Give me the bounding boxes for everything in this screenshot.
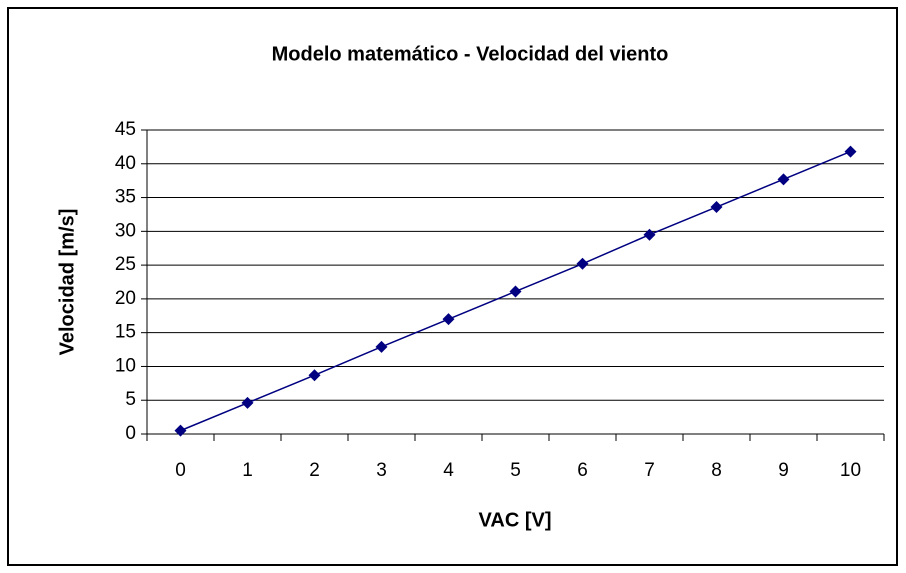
x-tick-label: 1: [242, 460, 253, 481]
y-tick-label: 15: [115, 322, 136, 343]
data-marker: [777, 173, 790, 186]
data-marker: [241, 396, 254, 409]
data-marker: [576, 257, 589, 270]
x-tick-label: 7: [644, 460, 655, 481]
y-axis-label: Velocidad [m/s]: [56, 209, 78, 356]
x-tick-label: 2: [309, 460, 320, 481]
x-tick-label: 9: [778, 460, 789, 481]
y-tick-label: 35: [115, 187, 136, 208]
x-tick-label: 4: [443, 460, 454, 481]
y-tick-label: 30: [115, 220, 136, 241]
x-tick-label: 5: [510, 460, 521, 481]
y-tick-label: 25: [115, 254, 136, 275]
x-tick-label: 6: [577, 460, 588, 481]
chart-border: [7, 7, 898, 566]
y-tick-label: 20: [115, 288, 136, 309]
y-tick-label: 0: [125, 423, 136, 444]
x-tick-label: 0: [175, 460, 186, 481]
data-marker: [375, 340, 388, 353]
data-marker: [844, 145, 857, 158]
data-marker: [308, 369, 321, 382]
chart-title: Modelo matemático - Velocidad del viento: [272, 43, 669, 65]
x-tick-label: 3: [376, 460, 387, 481]
data-marker: [710, 201, 723, 214]
data-marker: [442, 313, 455, 326]
y-tick-label: 10: [115, 355, 136, 376]
data-marker: [509, 285, 522, 298]
y-tick-label: 40: [115, 153, 136, 174]
x-tick-label: 10: [840, 460, 861, 481]
y-tick-label: 5: [125, 389, 136, 410]
x-tick-label: 8: [711, 460, 722, 481]
y-tick-label: 45: [115, 119, 136, 140]
data-marker: [174, 424, 187, 437]
data-marker: [643, 228, 656, 241]
x-axis-label: VAC [V]: [479, 509, 552, 531]
